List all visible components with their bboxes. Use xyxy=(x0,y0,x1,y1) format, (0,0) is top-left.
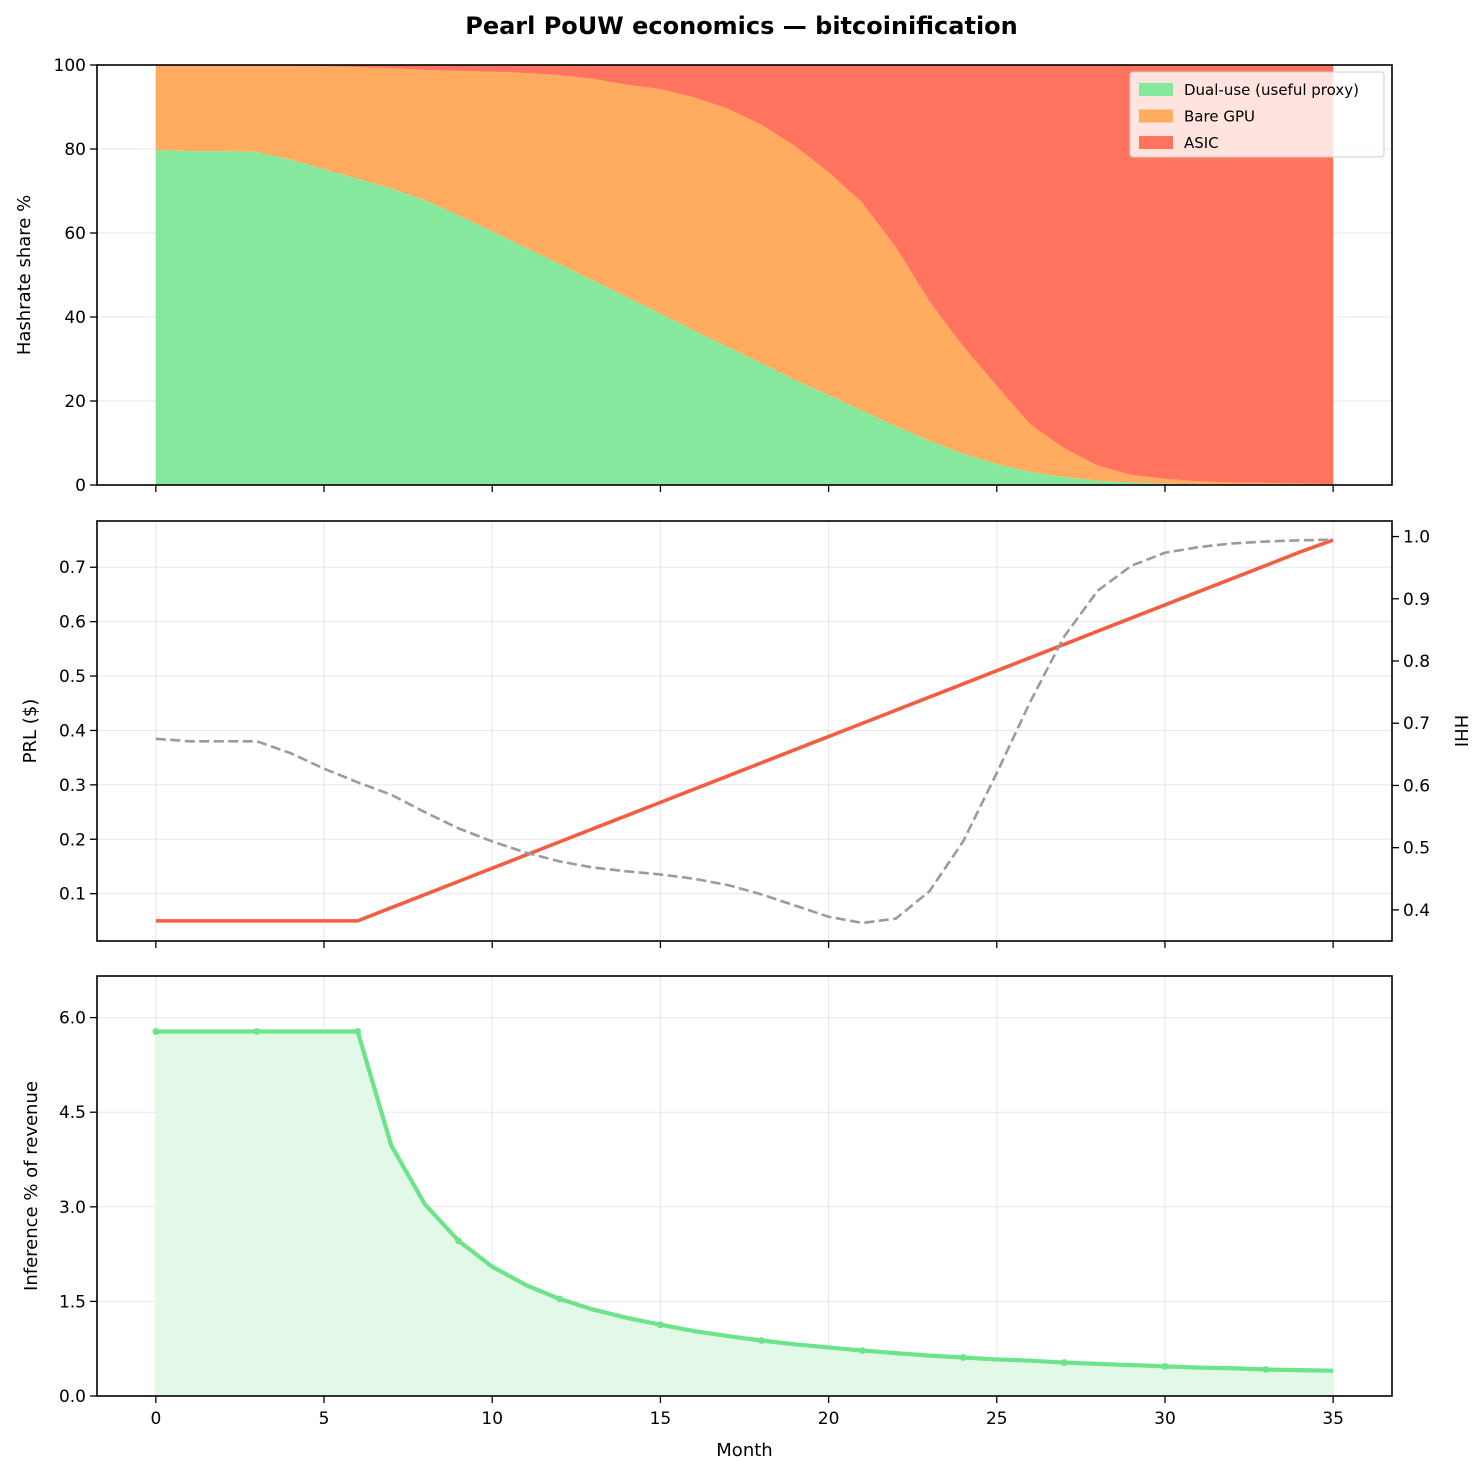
y2-tick-label: 0.9 xyxy=(1403,590,1430,610)
y-tick-label: 0.7 xyxy=(59,558,86,578)
inference-marker xyxy=(757,1337,765,1344)
y-tick-label: 3.0 xyxy=(59,1198,86,1218)
inference-area-fill xyxy=(155,1031,1334,1396)
legend: Dual-use (useful proxy) Bare GPU ASIC xyxy=(1129,71,1385,158)
inference-marker xyxy=(858,1347,866,1354)
y-tick-label: 40 xyxy=(64,308,86,328)
y2-axis-label: HHI xyxy=(1450,715,1471,747)
legend-swatch xyxy=(1139,83,1173,96)
y-tick-label: 6.0 xyxy=(59,1009,86,1029)
figure-title: Pearl PoUW economics — bitcoinification xyxy=(465,12,1018,40)
legend-entry: ASIC xyxy=(1184,134,1219,152)
inference-marker xyxy=(556,1295,563,1303)
inference-marker xyxy=(253,1028,261,1035)
inference-marker xyxy=(1060,1359,1068,1366)
legend-swatch xyxy=(1139,136,1173,149)
x-tick-label: 15 xyxy=(650,1409,672,1429)
bare-gpu-area xyxy=(155,65,1334,485)
y2-tick-label: 0.4 xyxy=(1403,901,1430,921)
inference-marker xyxy=(657,1321,664,1329)
axes-frame xyxy=(96,520,1393,942)
inference-marker xyxy=(1161,1362,1169,1370)
x-axis-label: Month xyxy=(716,1440,772,1461)
y-tick-label: 0.5 xyxy=(59,667,86,687)
y2-tick-label: 0.8 xyxy=(1403,652,1430,672)
x-tick-label: 30 xyxy=(1154,1409,1176,1429)
y-tick-label: 100 xyxy=(54,56,86,76)
inference-marker xyxy=(959,1354,967,1361)
prl-line xyxy=(155,538,1334,923)
y-axis-label: PRL ($) xyxy=(20,699,41,764)
y-tick-label: 0.4 xyxy=(59,721,86,741)
y-axis-label: Inference % of revenue xyxy=(21,1081,42,1291)
y-tick-label: 0.0 xyxy=(59,1387,86,1407)
x-tick-label: 20 xyxy=(818,1409,840,1429)
inference-line xyxy=(155,1029,1334,1373)
prl-hhi-panel: 0.1 0.2 0.3 0.4 0.5 0.6 0.7 0.4 0.5 0.6 0.7 0.8 0.9 1… xyxy=(20,520,1471,948)
inference-marker xyxy=(152,1028,160,1035)
legend-box xyxy=(1129,71,1385,158)
y-tick-label: 20 xyxy=(64,392,86,412)
x-tick-label: 25 xyxy=(986,1409,1008,1429)
legend-swatch xyxy=(1139,109,1173,123)
axes-frame xyxy=(96,64,1393,486)
y2-tick-label: 1.0 xyxy=(1403,528,1430,548)
x-tick-label: 10 xyxy=(481,1409,503,1429)
inference-revenue-panel: 0 5 10 15 20 25 30 35 0.0 1.5 3.0 4.5 6.0 Inference %… xyxy=(21,975,1393,1461)
inference-marker xyxy=(1262,1366,1270,1373)
y-tick-label: 1.5 xyxy=(59,1292,86,1312)
hashrate-share-panel: 0 20 40 60 80 100 Hashrate share % Dual-use (us… xyxy=(14,56,1393,496)
axes-frame xyxy=(96,975,1393,1397)
y2-tick-label: 0.7 xyxy=(1403,714,1430,734)
y-axis-label: Hashrate share % xyxy=(14,195,35,355)
legend-entry: Dual-use (useful proxy) xyxy=(1184,81,1359,99)
y-tick-label: 60 xyxy=(64,224,86,244)
asic-area xyxy=(155,65,1334,485)
dual-use-area xyxy=(155,149,1334,485)
x-tick-label: 35 xyxy=(1322,1409,1344,1429)
y-tick-label: 0 xyxy=(75,476,86,496)
hhi-line xyxy=(155,538,1334,925)
inference-marker xyxy=(354,1028,362,1035)
y-tick-label: 0.2 xyxy=(59,830,86,850)
y-tick-label: 0.3 xyxy=(59,776,86,796)
y-tick-label: 4.5 xyxy=(59,1103,86,1123)
y-tick-label: 0.6 xyxy=(59,613,86,633)
x-tick-label: 5 xyxy=(319,1409,330,1429)
inference-marker xyxy=(455,1237,462,1245)
legend-entry: Bare GPU xyxy=(1184,108,1255,126)
x-tick-label: 0 xyxy=(150,1409,161,1429)
y-tick-label: 80 xyxy=(64,140,86,160)
y2-tick-label: 0.6 xyxy=(1403,776,1430,796)
y2-tick-label: 0.5 xyxy=(1403,839,1430,859)
y-tick-label: 0.1 xyxy=(59,885,86,905)
